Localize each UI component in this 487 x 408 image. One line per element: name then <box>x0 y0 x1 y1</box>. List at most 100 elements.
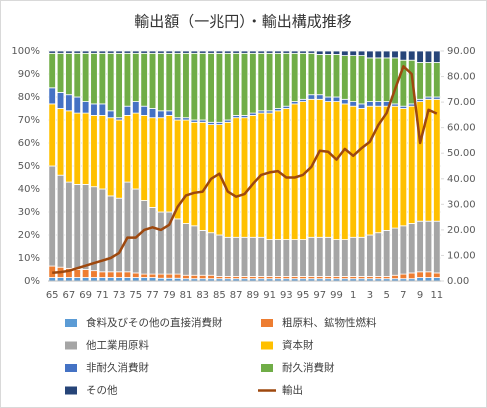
bar-segment <box>98 115 107 190</box>
bar-segment <box>307 236 316 277</box>
bar-segment <box>290 103 299 240</box>
bar-segment <box>240 50 249 54</box>
y-tick-label: 90% <box>18 69 40 80</box>
bar-segment <box>48 277 56 282</box>
bar-segment <box>332 50 341 55</box>
chart-title: 輸出額（一兆円）・輸出構成推移 <box>134 13 352 31</box>
legend-swatch <box>261 364 273 372</box>
bar-segment <box>391 274 399 280</box>
bar-segment <box>157 110 165 119</box>
legend-swatch <box>65 364 77 372</box>
legend-swatch <box>261 319 273 327</box>
bar-segment <box>382 105 391 231</box>
bar-segment <box>433 277 441 282</box>
bar-segment <box>140 52 148 107</box>
bar-segment <box>123 50 132 54</box>
bar-segment <box>282 108 291 241</box>
bar-segment <box>215 50 224 54</box>
bar-segment <box>148 117 157 208</box>
bar-segment <box>240 52 249 116</box>
bar-segment <box>407 272 416 280</box>
bar-segment <box>274 50 282 54</box>
bar-segment <box>374 50 383 59</box>
x-tick-label: 1 <box>350 290 356 301</box>
bar-segment <box>282 50 291 54</box>
bar-segment <box>290 52 299 102</box>
bar-segment <box>424 220 433 273</box>
bar-segment <box>265 239 274 277</box>
bar-segment <box>341 103 349 240</box>
bar-segment <box>148 206 157 275</box>
bar-segment <box>48 50 56 54</box>
y2-tick-label: 0.00 <box>447 276 469 287</box>
bar-segment <box>98 271 107 278</box>
y2-tick-label: 10.00 <box>447 250 476 261</box>
bar-segment <box>173 52 182 119</box>
bar-segment <box>299 52 307 100</box>
bar-segment <box>115 119 123 199</box>
bar-segment <box>81 277 90 282</box>
bar-segment <box>224 236 232 277</box>
bar-segment <box>265 112 274 240</box>
bar-segment <box>157 117 165 213</box>
y-tick-label: 100% <box>11 46 40 57</box>
bar-segment <box>433 98 441 222</box>
legend-label: 食料及びその他の直接消費財 <box>86 316 223 329</box>
bar-segment <box>399 273 408 280</box>
bar-segment <box>73 269 82 278</box>
bar-segment <box>424 50 433 63</box>
legend-swatch <box>65 319 77 327</box>
bar-segment <box>316 236 324 277</box>
legend-label: 他工業用原料 <box>86 339 149 352</box>
y-tick-label: 30% <box>18 207 40 218</box>
bar-segment <box>407 223 416 274</box>
x-tick-label: 95 <box>297 290 310 301</box>
x-tick-label: 75 <box>129 290 142 301</box>
bar-segment <box>106 195 115 273</box>
bar-segment <box>190 274 199 280</box>
bar-segment <box>140 115 148 201</box>
bar-segment <box>282 239 291 277</box>
bar-segment <box>106 110 115 119</box>
x-tick-label: 97 <box>313 290 326 301</box>
bar-segment <box>148 273 157 278</box>
y2-tick-label: 20.00 <box>447 225 476 236</box>
bar-segment <box>274 110 282 241</box>
y-tick-label: 50% <box>18 161 40 172</box>
bar-segment <box>115 271 123 278</box>
bar-segment <box>316 54 324 96</box>
x-tick-label: 73 <box>113 290 126 301</box>
bar-segment <box>257 50 265 54</box>
bar-segment <box>433 50 441 63</box>
bar-segment <box>148 277 157 282</box>
x-tick-label: 99 <box>330 290 343 301</box>
bar-segment <box>416 277 424 282</box>
bar-segment <box>81 101 90 114</box>
bar-segment <box>324 101 332 238</box>
legend-label: 粗原料、鉱物性燃料 <box>282 316 377 329</box>
bar-segment <box>198 229 207 276</box>
bar-segment <box>316 50 324 55</box>
bar-segment <box>48 87 56 105</box>
bar-segment <box>399 50 408 61</box>
bar-segment <box>399 108 408 227</box>
bar-segment <box>140 200 148 275</box>
bar-segment <box>207 232 215 276</box>
bar-segment <box>190 225 199 276</box>
bar-segment <box>132 188 140 274</box>
bar-segment <box>198 274 207 280</box>
bar-segment <box>123 181 132 273</box>
x-tick-label: 79 <box>163 290 176 301</box>
bar-segment <box>98 50 107 54</box>
bar-segment <box>416 220 424 273</box>
bar-segment <box>140 50 148 54</box>
bar-segment <box>148 108 157 119</box>
x-tick-label: 3 <box>367 290 373 301</box>
bar-segment <box>424 62 433 98</box>
bar-segment <box>173 218 182 275</box>
bar-segment <box>399 225 408 275</box>
bar-segment <box>56 277 65 282</box>
y2-tick-label: 90.00 <box>447 46 476 57</box>
bar-segment <box>73 112 82 185</box>
bar-segment <box>374 57 383 103</box>
